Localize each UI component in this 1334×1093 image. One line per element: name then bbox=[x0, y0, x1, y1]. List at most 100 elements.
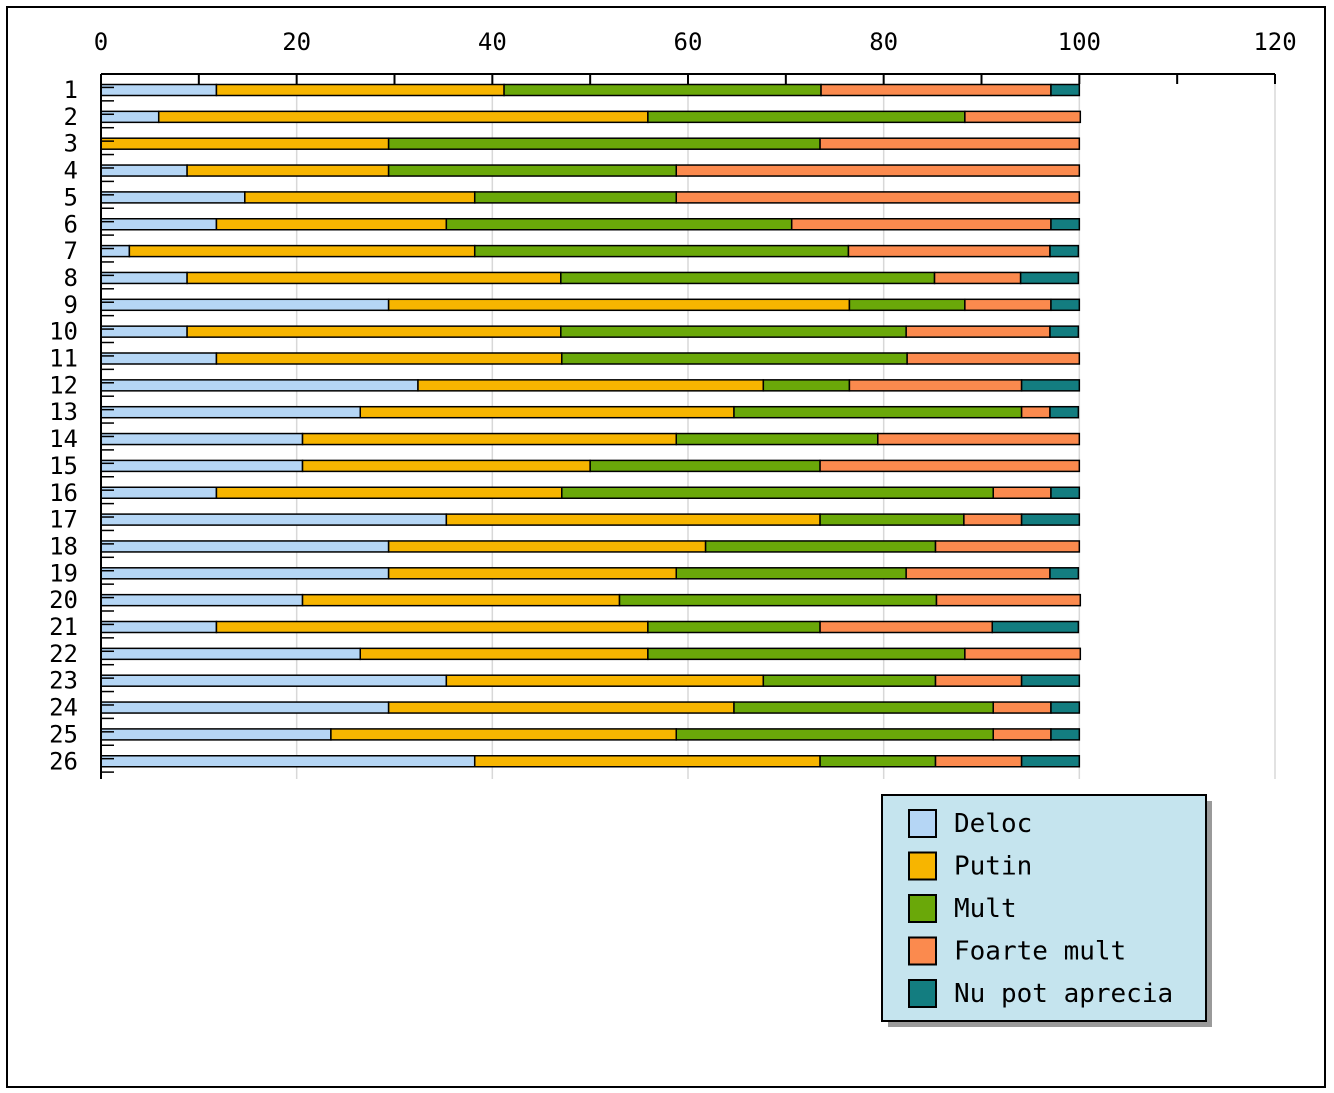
bar-segment bbox=[503, 83, 822, 97]
legend-swatch bbox=[908, 809, 937, 838]
bar-segment bbox=[100, 298, 390, 312]
y-tick-label: 19 bbox=[49, 559, 78, 587]
y-tick-label: 11 bbox=[49, 345, 78, 373]
bar-segment bbox=[100, 567, 390, 580]
y-tick-label: 26 bbox=[49, 747, 78, 775]
bar-segment bbox=[906, 352, 1081, 365]
bars bbox=[100, 83, 1082, 768]
bar-segment bbox=[790, 218, 1052, 231]
bar-segment bbox=[618, 593, 938, 607]
bar-segment bbox=[417, 379, 765, 392]
x-tick-label: 120 bbox=[1253, 28, 1296, 56]
y-tick-label: 5 bbox=[64, 183, 78, 211]
y-tick-label: 18 bbox=[49, 532, 78, 560]
bar-segment bbox=[387, 298, 851, 312]
bar-segment bbox=[100, 728, 332, 741]
bar-segment bbox=[100, 379, 419, 392]
bar-segment bbox=[100, 647, 362, 661]
bar-segment bbox=[473, 244, 850, 258]
x-tick-label: 0 bbox=[94, 28, 108, 56]
x-tick-label: 60 bbox=[674, 28, 703, 56]
legend-label: Nu pot aprecia bbox=[954, 979, 1173, 1009]
bar-segment bbox=[445, 218, 793, 231]
bar-segment bbox=[387, 567, 678, 580]
bar-segment bbox=[675, 191, 1081, 204]
bar-segment bbox=[1020, 755, 1081, 768]
bar-segment bbox=[186, 271, 562, 285]
y-tick-label: 23 bbox=[49, 667, 78, 695]
bar-segment bbox=[100, 164, 188, 177]
bar-segment bbox=[1050, 83, 1081, 97]
bar-segment bbox=[1050, 218, 1081, 231]
bar-segment bbox=[445, 513, 821, 526]
bar-segment bbox=[100, 352, 218, 365]
y-tick-label: 12 bbox=[49, 371, 78, 399]
y-tick-labels: 1234567891011121314151617181920212223242… bbox=[49, 76, 78, 775]
bar-segment bbox=[934, 674, 1023, 687]
bar-segment bbox=[848, 379, 1023, 392]
bar-segment bbox=[1050, 486, 1081, 499]
bar-segment bbox=[991, 620, 1080, 634]
bar-segment bbox=[215, 83, 505, 97]
bar-segment bbox=[1020, 405, 1051, 419]
bar-segment bbox=[877, 432, 1081, 446]
bar-segment bbox=[733, 701, 994, 714]
bar-segment bbox=[330, 728, 678, 741]
bar-segment bbox=[675, 728, 994, 741]
bar-segment bbox=[301, 432, 678, 446]
y-tick-label: 2 bbox=[64, 103, 78, 131]
bar-segment bbox=[1049, 405, 1080, 419]
bar-segment bbox=[820, 83, 1052, 97]
bar-segment bbox=[387, 137, 821, 150]
bar-segment bbox=[675, 164, 1081, 177]
legend-swatch bbox=[908, 894, 937, 923]
bar-segment bbox=[992, 728, 1052, 741]
bar-segment bbox=[1049, 325, 1080, 338]
bar-segment bbox=[992, 486, 1052, 499]
x-tick-label: 20 bbox=[282, 28, 311, 56]
bar-segment bbox=[301, 459, 591, 473]
bar-segment bbox=[819, 137, 1081, 150]
bar-segment bbox=[819, 755, 937, 768]
bar-segment bbox=[1050, 728, 1081, 741]
bar-segment bbox=[561, 486, 994, 499]
legend-label: Putin bbox=[954, 852, 1032, 882]
y-tick-label: 15 bbox=[49, 452, 78, 480]
bar-segment bbox=[244, 191, 476, 204]
bar-segment bbox=[675, 567, 907, 580]
bar-segment bbox=[964, 298, 1052, 312]
bar-segment bbox=[905, 325, 1051, 338]
bar-segment bbox=[100, 513, 448, 526]
bar-segment bbox=[359, 647, 649, 661]
bar-segment bbox=[100, 325, 188, 338]
bar-segment bbox=[963, 513, 1023, 526]
y-tick-label: 22 bbox=[49, 640, 78, 668]
y-tick-label: 14 bbox=[49, 425, 78, 453]
bar-segment bbox=[100, 244, 131, 258]
bar-segment bbox=[819, 620, 994, 634]
x-tick-label: 100 bbox=[1058, 28, 1101, 56]
bar-segment bbox=[1050, 298, 1081, 312]
bar-segment bbox=[935, 593, 1082, 607]
bar-segment bbox=[387, 164, 678, 177]
y-tick-label: 7 bbox=[64, 237, 78, 265]
bar-segment bbox=[186, 164, 390, 177]
bar-segment bbox=[100, 405, 362, 419]
y-tick-label: 21 bbox=[49, 613, 78, 641]
legend-swatch bbox=[908, 851, 937, 881]
bar-segment bbox=[215, 352, 563, 365]
legend-label: Foarte mult bbox=[954, 937, 1126, 967]
bar-segment bbox=[934, 540, 1081, 553]
bar-segment bbox=[934, 755, 1023, 768]
y-tick-label: 17 bbox=[49, 506, 78, 534]
y-tick-label: 16 bbox=[49, 479, 78, 507]
bar-segment bbox=[100, 218, 218, 231]
bar-segment bbox=[215, 620, 649, 634]
bar-segment bbox=[762, 379, 851, 392]
bar-segment bbox=[100, 83, 218, 97]
legend: Deloc Putin Mult Foarte mult Nu pot aprecia bbox=[881, 794, 1212, 1027]
grid-lines bbox=[295, 74, 1276, 779]
y-tick-label: 25 bbox=[49, 720, 78, 748]
y-tick-label: 8 bbox=[64, 264, 78, 292]
